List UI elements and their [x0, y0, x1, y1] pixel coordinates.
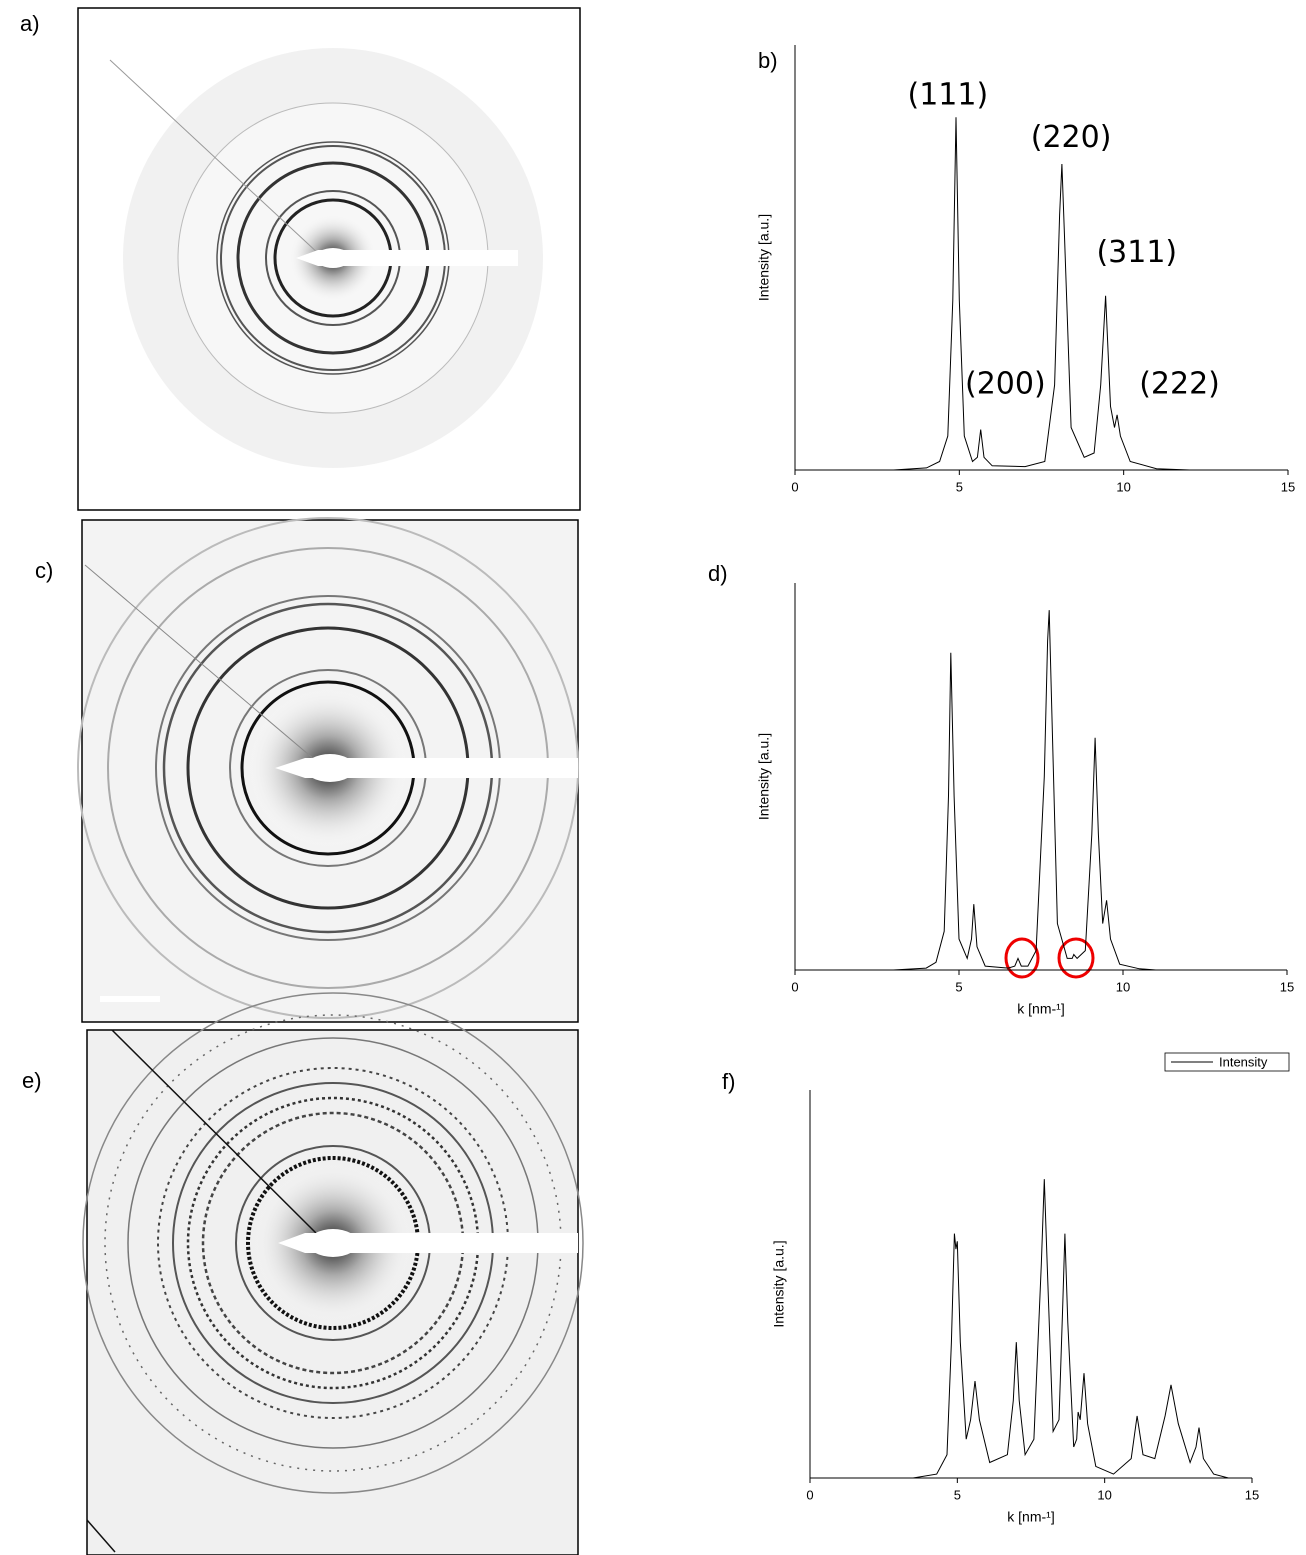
x-tick-label: 5: [954, 1487, 961, 1502]
peak-annotation: (311): [1096, 235, 1177, 270]
peak-annotation: (220): [1031, 120, 1112, 155]
panel-label: f): [722, 1069, 735, 1094]
x-tick-label: 10: [1116, 979, 1130, 994]
diffraction-image: [82, 992, 584, 1555]
x-tick-label: 15: [1245, 1487, 1259, 1502]
peak-annotation: (200): [965, 367, 1046, 402]
x-tick-label: 0: [791, 979, 798, 994]
peak-annotation: (222): [1139, 367, 1220, 402]
x-tick-label: 10: [1097, 1487, 1111, 1502]
line-series: [810, 1179, 1229, 1479]
peak-annotation: (111): [907, 78, 988, 113]
x-tick-label: 10: [1116, 479, 1130, 494]
diffraction-image: [77, 517, 579, 1023]
x-tick-label: 15: [1280, 979, 1294, 994]
x-tick-label: 0: [791, 479, 798, 494]
diffraction-image: [77, 7, 581, 511]
panel-label: d): [708, 561, 728, 586]
x-tick-label: 0: [806, 1487, 813, 1502]
x-tick-label: 5: [955, 979, 962, 994]
highlight-circle: [1057, 937, 1095, 979]
panel-label: c): [35, 558, 53, 583]
panel-label: a): [20, 11, 40, 36]
y-axis-label: Intensity [a.u.]: [756, 733, 772, 820]
y-axis-label: Intensity [a.u.]: [756, 214, 772, 301]
panel-label: e): [22, 1068, 42, 1093]
y-axis-label: Intensity [a.u.]: [771, 1240, 787, 1327]
legend-label: Intensity: [1219, 1054, 1268, 1069]
x-tick-label: 5: [956, 479, 963, 494]
panel-label: b): [758, 48, 778, 73]
line-series: [795, 117, 1288, 471]
line-series: [795, 610, 1287, 971]
x-axis-label: k [nm-¹]: [1017, 1001, 1064, 1017]
x-axis-label: k [nm-¹]: [1007, 1509, 1054, 1525]
legend-box: [1164, 1052, 1290, 1072]
highlight-circle: [1004, 937, 1040, 979]
x-tick-label: 15: [1281, 479, 1295, 494]
